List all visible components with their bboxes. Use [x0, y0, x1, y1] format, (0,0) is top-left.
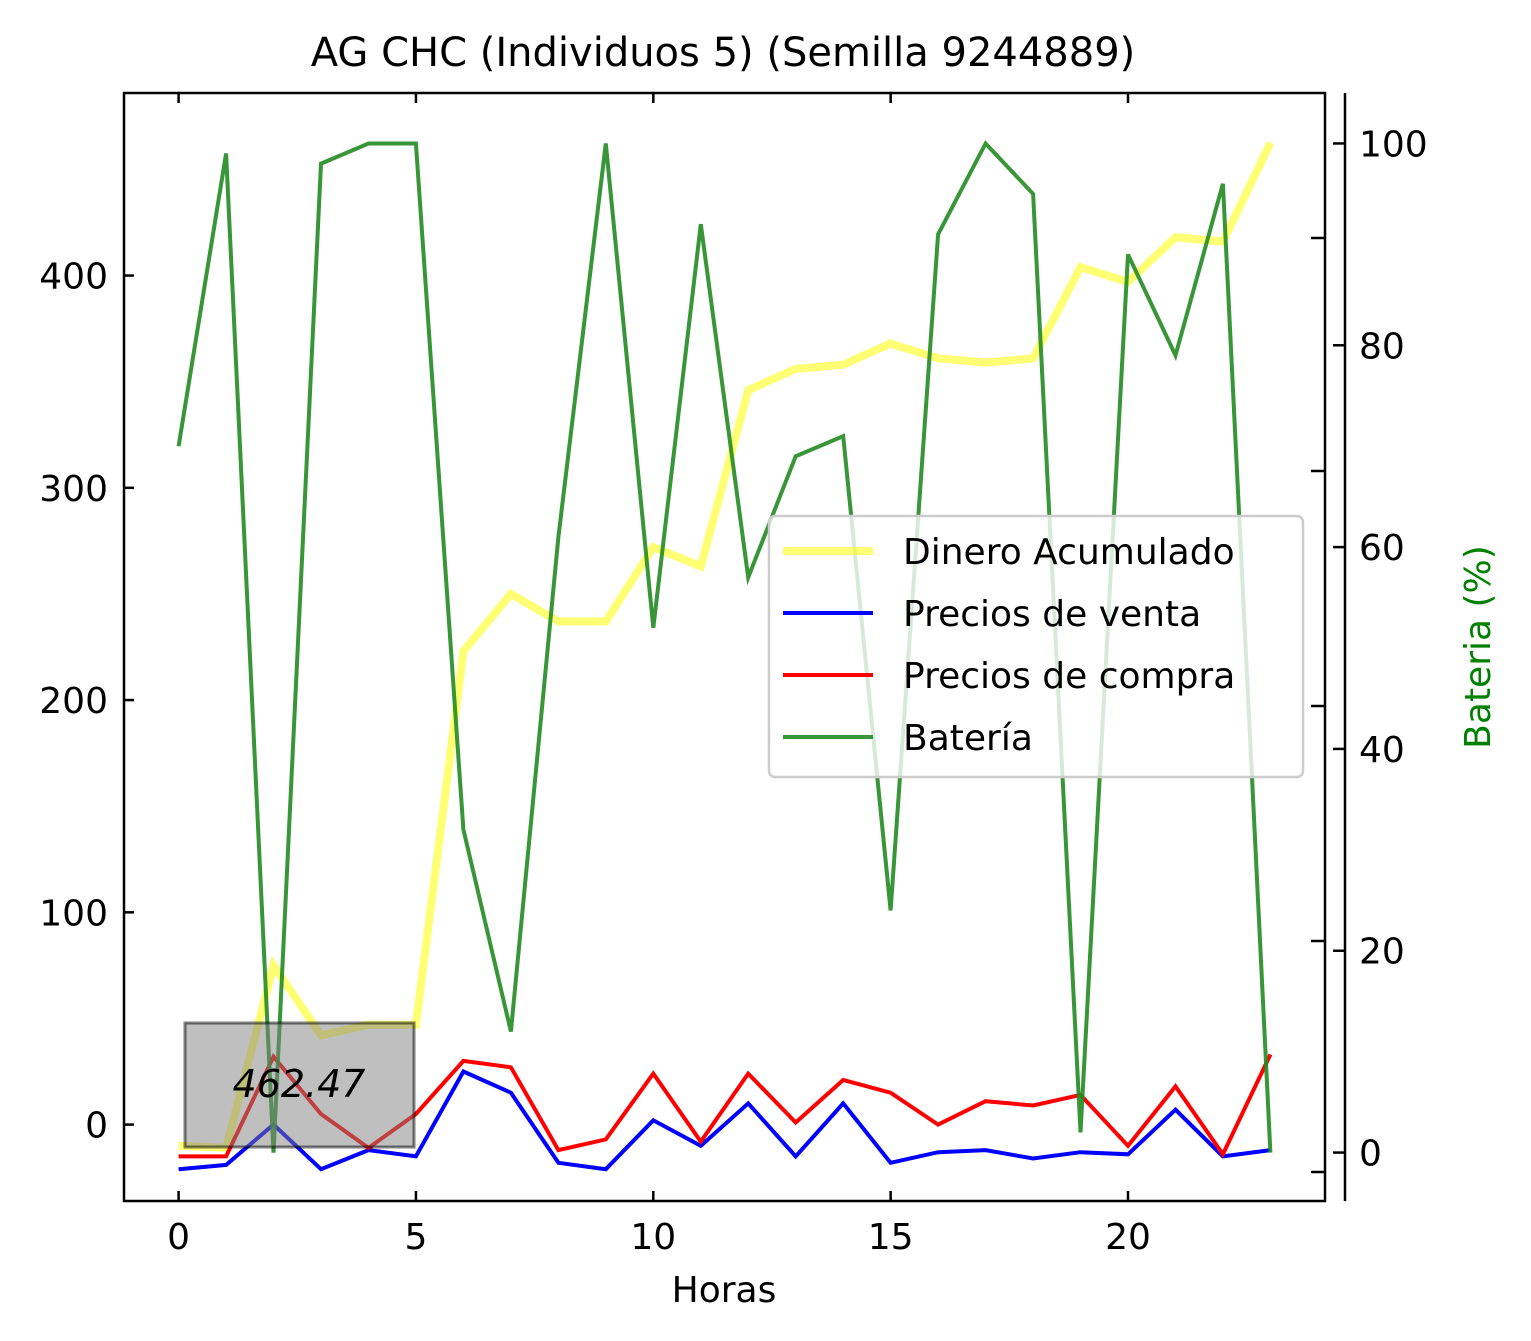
- legend-box: [767, 514, 1305, 779]
- y-axis-left: 0 100 200 300 400: [39, 257, 134, 1147]
- annotation-text: 462.47: [233, 1062, 366, 1106]
- legend-label: Batería: [903, 718, 1033, 759]
- legend-label: Dinero Acumulado: [903, 532, 1235, 573]
- y-tick-label: 0: [85, 1106, 108, 1147]
- chart-title: AG CHC (Individuos 5) (Semilla 9244889): [311, 30, 1136, 76]
- series-line-4: [176, 140, 1273, 1153]
- legend-label: Precios de compra: [903, 656, 1235, 697]
- x-tick-label: 5: [404, 1217, 427, 1258]
- y-tick-label: 300: [39, 469, 108, 510]
- x-tick-label: 15: [868, 1217, 914, 1258]
- x-axis: 0 5 10 15 20: [167, 93, 1151, 1258]
- y-axis-right: 0 20 40 60 80 100: [1311, 93, 1428, 1201]
- y2-axis-label: Bateria (%): [1458, 545, 1499, 749]
- y2-tick-label: 0: [1359, 1134, 1382, 1175]
- y2-tick-label: 80: [1359, 326, 1405, 367]
- x-axis-label: Horas: [672, 1270, 777, 1311]
- y2-tick-label: 60: [1359, 528, 1405, 569]
- x-tick-label: 20: [1105, 1217, 1151, 1258]
- series-line-2: [178, 1068, 1271, 1172]
- y-tick-label: 200: [39, 681, 108, 722]
- plot-frame: [122, 91, 1327, 1203]
- legend: Dinero Acumulado Precios de venta Precios …: [767, 514, 1305, 779]
- y-tick-label: 400: [39, 257, 108, 298]
- y2-tick-label: 20: [1359, 932, 1405, 973]
- y2-tick-label: 40: [1359, 730, 1405, 771]
- y2-tick-label: 100: [1359, 124, 1428, 165]
- annotation-box: [183, 1021, 416, 1149]
- final-value-annotation: 462.47: [183, 1021, 416, 1149]
- y-tick-label: 100: [39, 893, 108, 934]
- legend-label: Precios de venta: [903, 594, 1201, 635]
- x-tick-label: 0: [167, 1217, 190, 1258]
- x-tick-label: 10: [630, 1217, 676, 1258]
